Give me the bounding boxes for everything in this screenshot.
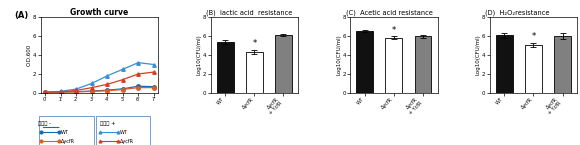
Y-axis label: Log10(CFU/ml): Log10(CFU/ml)	[197, 35, 202, 76]
Bar	[554, 36, 571, 93]
Text: *: *	[392, 26, 396, 35]
Bar	[415, 36, 432, 93]
Bar	[275, 35, 292, 93]
Text: *: *	[252, 39, 256, 48]
Bar	[386, 38, 403, 93]
Text: ΔycfR: ΔycfR	[61, 139, 75, 144]
Text: (C)  Acetic acid resistance: (C) Acetic acid resistance	[346, 10, 433, 16]
Bar	[525, 45, 542, 93]
Text: 양배추 -: 양배추 -	[38, 122, 51, 126]
Text: (D)  H₂O₂resistance: (D) H₂O₂resistance	[485, 10, 550, 16]
Title: Growth curve: Growth curve	[70, 8, 129, 17]
Bar	[246, 52, 263, 93]
Text: (A): (A)	[14, 11, 29, 20]
Y-axis label: Log10(CFU/ml): Log10(CFU/ml)	[476, 35, 481, 76]
Text: WT: WT	[119, 130, 128, 135]
Text: ΔycfR: ΔycfR	[119, 139, 133, 144]
Bar	[356, 31, 374, 93]
Text: (B)  lactic acid  resistance: (B) lactic acid resistance	[206, 10, 293, 16]
Text: *: *	[531, 32, 535, 41]
Y-axis label: Log10(CFU/ml): Log10(CFU/ml)	[336, 35, 341, 76]
Text: WT: WT	[61, 130, 68, 135]
Bar	[217, 42, 234, 93]
Bar	[496, 35, 513, 93]
Text: 양배추 +: 양배추 +	[100, 122, 115, 126]
Y-axis label: O.D.600: O.D.600	[27, 44, 31, 66]
